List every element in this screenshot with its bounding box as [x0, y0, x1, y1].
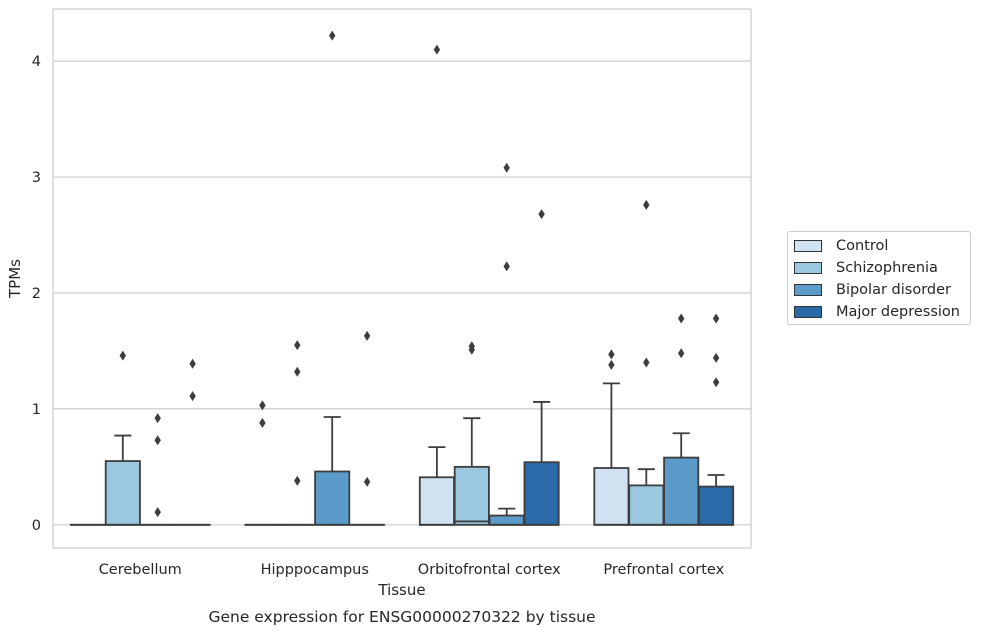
box-body — [314, 470, 351, 526]
outlier-point — [678, 348, 685, 359]
box-schizophrenia-prefrontal-cortex — [628, 199, 665, 526]
box-body — [488, 514, 525, 526]
outlier-point — [189, 391, 196, 402]
box-control-hipppocampus — [244, 400, 281, 526]
chart-title: Gene expression for ENSG00000270322 by t… — [208, 608, 595, 626]
box-body — [453, 465, 490, 526]
outlier-point — [294, 366, 301, 377]
outlier-point — [363, 330, 371, 341]
outlier-point — [678, 313, 685, 324]
outlier-point — [468, 341, 475, 352]
outlier-point — [433, 44, 441, 55]
legend-swatch-schizophrenia — [794, 262, 822, 274]
legend-swatch-control — [794, 240, 822, 252]
box-bipolar-disorder-hipppocampus — [314, 30, 351, 526]
box-body — [104, 460, 141, 526]
box-bipolar-disorder-prefrontal-cortex — [663, 313, 700, 526]
x-tick-label-orbitofrontal-cortex: Orbitofrontal cortex — [418, 562, 561, 578]
box-body — [418, 476, 455, 526]
y-tick-label: 3 — [32, 170, 41, 186]
outlier-point — [119, 350, 126, 361]
outlier-point — [154, 435, 161, 446]
outlier-point — [154, 507, 161, 518]
x-tick-label-cerebellum: Cerebellum — [99, 562, 182, 578]
box-body — [663, 456, 700, 526]
box-body — [593, 467, 630, 526]
legend-item-control: Control — [794, 236, 888, 256]
box-major-depression-cerebellum — [174, 358, 211, 526]
x-axis-label: Tissue — [377, 581, 425, 599]
outlier-point — [712, 313, 720, 324]
outlier-point — [329, 30, 336, 41]
box-series — [69, 30, 735, 526]
legend-label-bipolar-disorder: Bipolar disorder — [836, 282, 951, 298]
outlier-point — [538, 209, 545, 220]
box-body — [523, 461, 560, 526]
legend-item-schizophrenia: Schizophrenia — [794, 258, 938, 278]
legend-item-major-depression: Major depression — [794, 302, 960, 322]
legend-label-schizophrenia: Schizophrenia — [836, 260, 938, 276]
legend: Control Schizophrenia Bipolar disorder M… — [787, 231, 971, 325]
outlier-point — [294, 475, 301, 486]
outlier-point — [259, 400, 266, 411]
box-major-depression-prefrontal-cortex — [698, 313, 735, 526]
outlier-point — [503, 261, 510, 272]
outlier-point — [363, 476, 371, 487]
outlier-point — [643, 199, 650, 210]
outlier-point — [608, 359, 615, 370]
grid-lines — [53, 60, 751, 526]
legend-label-major-depression: Major depression — [836, 304, 960, 320]
outlier-point — [608, 349, 615, 360]
legend-swatch-major-depression — [794, 306, 822, 318]
box-body — [698, 485, 735, 526]
legend-label-control: Control — [836, 238, 889, 254]
outlier-point — [712, 377, 720, 388]
box-major-depression-hipppocampus — [349, 330, 386, 526]
y-axis-label: TPMs — [6, 259, 24, 299]
box-schizophrenia-hipppocampus — [279, 340, 316, 526]
x-tick-label-hipppocampus: Hipppocampus — [261, 562, 369, 578]
y-tick-labels: 0 1 2 3 4 — [32, 54, 41, 534]
legend-swatch-bipolar-disorder — [794, 284, 822, 296]
outlier-point — [259, 417, 266, 428]
box-schizophrenia-cerebellum — [104, 350, 141, 526]
box-bipolar-disorder-orbitofrontal-cortex — [488, 162, 525, 526]
y-tick-label: 0 — [32, 518, 41, 534]
box-body — [628, 484, 665, 526]
y-tick-label: 2 — [32, 286, 41, 302]
box-control-prefrontal-cortex — [593, 349, 630, 526]
series-major-depression — [174, 209, 735, 526]
legend-item-bipolar-disorder: Bipolar disorder — [794, 280, 951, 300]
box-major-depression-orbitofrontal-cortex — [523, 209, 560, 526]
x-tick-label-prefrontal-cortex: Prefrontal cortex — [603, 562, 724, 578]
outlier-point — [294, 340, 301, 351]
box-schizophrenia-orbitofrontal-cortex — [453, 341, 490, 526]
series-control — [69, 44, 630, 526]
x-tick-labels: Cerebellum Hipppocampus Orbitofrontal cort… — [99, 562, 725, 578]
outlier-point — [503, 162, 510, 173]
box-bipolar-disorder-cerebellum — [139, 413, 176, 526]
plot-frame — [52, 8, 752, 549]
outlier-point — [154, 413, 161, 424]
outlier-point — [712, 352, 720, 363]
series-bipolar-disorder — [139, 30, 700, 526]
y-tick-label: 4 — [32, 54, 41, 70]
outlier-point — [643, 357, 650, 368]
box-control-orbitofrontal-cortex — [418, 44, 455, 526]
y-tick-label: 1 — [32, 402, 41, 418]
series-schizophrenia — [104, 199, 665, 526]
outlier-point — [189, 358, 196, 369]
